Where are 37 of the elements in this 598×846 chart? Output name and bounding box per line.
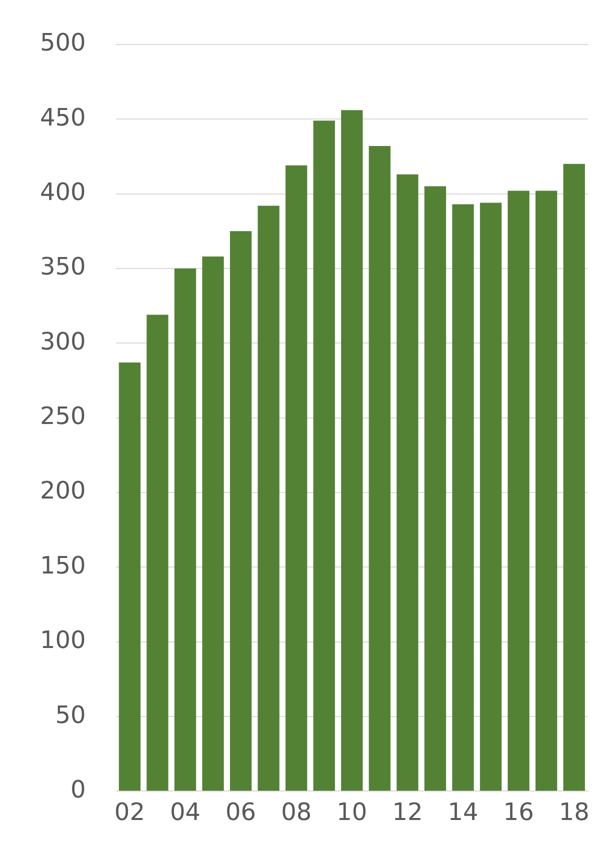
bar	[563, 164, 585, 791]
bar	[536, 190, 558, 791]
y-tick-label: 500	[40, 28, 86, 57]
y-tick-label: 100	[40, 626, 86, 654]
x-tick-label: 12	[392, 798, 423, 826]
x-tick-label: 14	[448, 798, 478, 826]
y-tick-label: 50	[55, 700, 86, 729]
y-tick-label: 200	[40, 476, 86, 505]
bar	[230, 231, 252, 791]
bar	[118, 362, 141, 791]
x-tick-label: 18	[558, 798, 590, 826]
bar	[424, 186, 446, 791]
x-tick-label: 10	[336, 798, 368, 826]
y-tick-label: 150	[40, 551, 86, 580]
y-tick-label: 300	[40, 327, 86, 356]
x-tick-label: 08	[281, 798, 312, 826]
x-tick-label: 16	[503, 798, 534, 826]
x-tick-label: 02	[114, 798, 145, 826]
bar	[258, 206, 280, 791]
bar	[313, 120, 335, 791]
bar	[146, 314, 168, 791]
y-tick-label: 450	[40, 103, 86, 132]
y-tick-label: 0	[70, 775, 86, 804]
bar	[286, 165, 308, 791]
y-tick-label: 250	[40, 402, 86, 430]
bar	[396, 174, 418, 791]
bar	[480, 202, 502, 791]
x-tick-label: 04	[170, 798, 201, 826]
bar	[368, 146, 391, 791]
bar	[202, 256, 224, 791]
bar	[174, 268, 196, 791]
bar	[452, 204, 474, 791]
y-tick-label: 400	[40, 178, 86, 206]
bar	[508, 190, 530, 791]
x-tick-label: 06	[226, 798, 256, 826]
bar	[341, 110, 363, 791]
y-tick-label: 350	[40, 252, 86, 281]
